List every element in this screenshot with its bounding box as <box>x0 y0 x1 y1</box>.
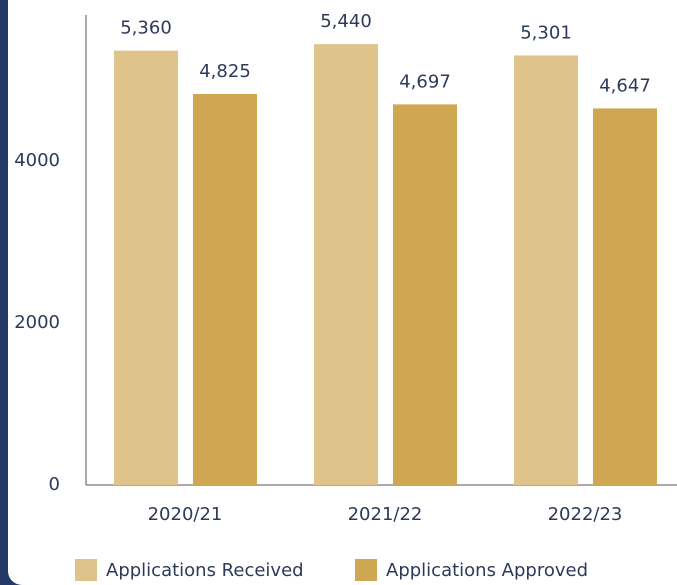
data-label: 4,825 <box>199 61 251 82</box>
bar <box>514 55 578 485</box>
y-tick-label: 0 <box>49 474 60 495</box>
data-label: 4,647 <box>599 75 651 96</box>
data-label: 5,360 <box>120 18 172 39</box>
bar <box>393 104 457 485</box>
bar <box>593 108 657 485</box>
legend-label: Applications Received <box>106 560 304 581</box>
bar <box>314 44 378 485</box>
x-tick-label: 2020/21 <box>148 504 223 525</box>
data-label: 4,697 <box>399 71 451 92</box>
legend-swatch <box>355 559 377 581</box>
bar <box>114 50 178 485</box>
bar <box>193 94 257 486</box>
data-label: 5,301 <box>520 22 572 43</box>
data-label: 5,440 <box>320 11 372 32</box>
legend-swatch <box>75 559 97 581</box>
x-tick-label: 2022/23 <box>548 504 623 525</box>
y-tick-label: 4000 <box>14 150 60 171</box>
y-tick-label: 2000 <box>14 312 60 333</box>
chart: 0 2000 4000 2020/21 5,360 4,825 2021/22 5,440 4,… <box>14 11 677 581</box>
x-tick-label: 2021/22 <box>348 504 423 525</box>
legend-label: Applications Approved <box>386 560 588 581</box>
card: 0 2000 4000 2020/21 5,360 4,825 2021/22 5,440 4,… <box>8 0 677 585</box>
